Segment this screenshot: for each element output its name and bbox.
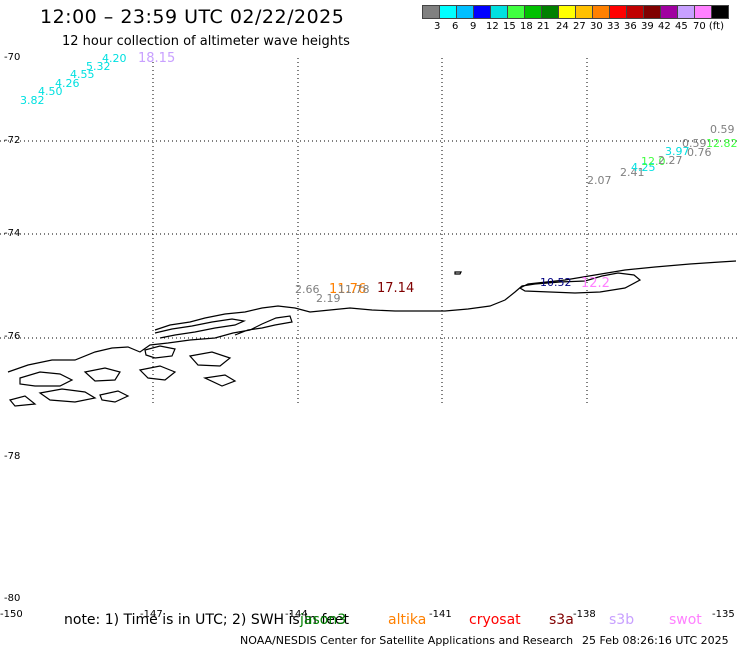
island-2 xyxy=(19,371,74,387)
lon-label: -141 xyxy=(429,609,452,620)
legend-swatch xyxy=(694,5,712,19)
satellite-name: cryosat xyxy=(469,612,521,628)
legend-label: 27 xyxy=(573,21,586,32)
legend-label: 24 xyxy=(556,21,569,32)
lon-label: -135 xyxy=(712,609,735,620)
wave-height-label: 4.55 xyxy=(70,68,95,81)
ice-shelf-coast xyxy=(154,260,737,331)
lat-label: -74 xyxy=(4,228,21,239)
wave-height-label: 4.20 xyxy=(102,52,127,65)
lon-label: -147 xyxy=(140,609,163,620)
wave-height-label: 18.15 xyxy=(138,51,176,66)
legend-swatch xyxy=(660,5,678,19)
legend-label: 42 xyxy=(658,21,671,32)
legend-label: 6 xyxy=(452,21,459,32)
legend-swatch xyxy=(643,5,661,19)
legend-label: 70 (ft) xyxy=(693,21,724,32)
wave-height-label: 4.26 xyxy=(55,77,80,90)
legend-label: 18 xyxy=(520,21,533,32)
coast-segment-west xyxy=(7,315,293,373)
wave-height-label: 10.52 xyxy=(540,276,572,289)
legend-label: 15 xyxy=(503,21,516,32)
satellite-name: s3b xyxy=(609,612,635,628)
satellite-name: altika xyxy=(388,612,427,628)
satellite-name: swot xyxy=(669,612,702,628)
wave-height-label: 12.0 xyxy=(641,155,666,168)
map-title: 12:00 – 23:59 UTC 02/22/2025 xyxy=(40,6,345,28)
legend-swatch xyxy=(677,5,695,19)
lat-label: -70 xyxy=(4,52,21,63)
legend-label: 3 xyxy=(434,21,441,32)
wave-height-label: 0.76 xyxy=(687,146,712,159)
map-subtitle: 12 hour collection of altimeter wave hei… xyxy=(62,34,350,49)
island-7 xyxy=(99,390,130,403)
wave-height-label: 4.25 xyxy=(631,161,656,174)
legend-swatch xyxy=(524,5,542,19)
legend-label: 45 xyxy=(675,21,688,32)
legend-swatch xyxy=(592,5,610,19)
island-4 xyxy=(138,365,177,381)
satellite-name: jason3 xyxy=(300,612,347,628)
wave-height-label: 3.97 xyxy=(665,145,690,158)
legend-label: 12 xyxy=(486,21,499,32)
wave-height-label: 0.59 xyxy=(682,137,707,150)
lat-label: -72 xyxy=(4,135,21,146)
legend-swatch xyxy=(507,5,525,19)
graticule xyxy=(0,58,740,405)
wave-height-label: 4.50 xyxy=(38,85,63,98)
coast-segment-inland xyxy=(154,318,247,339)
units-note: note: 1) Time is in UTC; 2) SWH is in fe… xyxy=(64,612,350,628)
legend-label: 36 xyxy=(624,21,637,32)
timestamp-text: 25 Feb 08:26:16 UTC 2025 xyxy=(582,634,729,647)
legend-label: 21 xyxy=(537,21,550,32)
lon-label: -138 xyxy=(573,609,596,620)
legend-swatch xyxy=(422,5,440,19)
satellite-name: s3a xyxy=(549,612,574,628)
legend-label: 9 xyxy=(470,21,477,32)
legend-swatch xyxy=(609,5,627,19)
legend-label: 30 xyxy=(590,21,603,32)
coastline xyxy=(7,260,737,407)
lat-label: -76 xyxy=(4,331,21,342)
lon-label: -144 xyxy=(285,609,308,620)
wave-height-label: 2.27 xyxy=(658,154,683,167)
legend-swatch xyxy=(439,5,457,19)
island-9 xyxy=(8,395,37,407)
wave-height-label: 2.19 xyxy=(316,292,341,305)
island-10 xyxy=(454,271,462,275)
wave-height-label: 0.59 xyxy=(710,123,735,136)
wave-height-label: 11.76 xyxy=(329,282,367,297)
color-legend xyxy=(422,5,729,19)
wave-height-label: 2.41 xyxy=(620,166,645,179)
legend-swatch xyxy=(626,5,644,19)
island-5 xyxy=(188,351,232,367)
legend-swatch xyxy=(490,5,508,19)
legend-swatch xyxy=(541,5,559,19)
lon-label: -150 xyxy=(0,609,23,620)
legend-swatch xyxy=(575,5,593,19)
wave-height-label: 2.07 xyxy=(587,174,612,187)
wave-height-label: 12.2 xyxy=(581,276,610,291)
lat-label: -78 xyxy=(4,451,21,462)
island-6 xyxy=(38,388,97,403)
island-3 xyxy=(83,367,121,382)
island-1 xyxy=(144,345,176,359)
credit-text: NOAA/NESDIS Center for Satellite Applica… xyxy=(240,634,574,647)
wave-height-label: 2.66 xyxy=(295,283,320,296)
legend-swatch xyxy=(558,5,576,19)
island-8 xyxy=(202,374,237,387)
wave-height-label: 11.78 xyxy=(338,283,370,296)
wave-height-label: 17.14 xyxy=(377,281,415,296)
legend-labels: 3 6 9 12 15 18 21 24 27 30 33 36 39 42 4… xyxy=(422,21,740,35)
legend-swatch xyxy=(473,5,491,19)
wave-height-label: 5.32 xyxy=(86,60,111,73)
wave-height-label: 12.82 xyxy=(706,137,738,150)
wave-height-label: 3.82 xyxy=(20,94,45,107)
lat-label: -80 xyxy=(4,593,21,604)
legend-label: 39 xyxy=(641,21,654,32)
legend-swatch xyxy=(711,5,729,19)
legend-swatch xyxy=(456,5,474,19)
legend-label: 33 xyxy=(607,21,620,32)
